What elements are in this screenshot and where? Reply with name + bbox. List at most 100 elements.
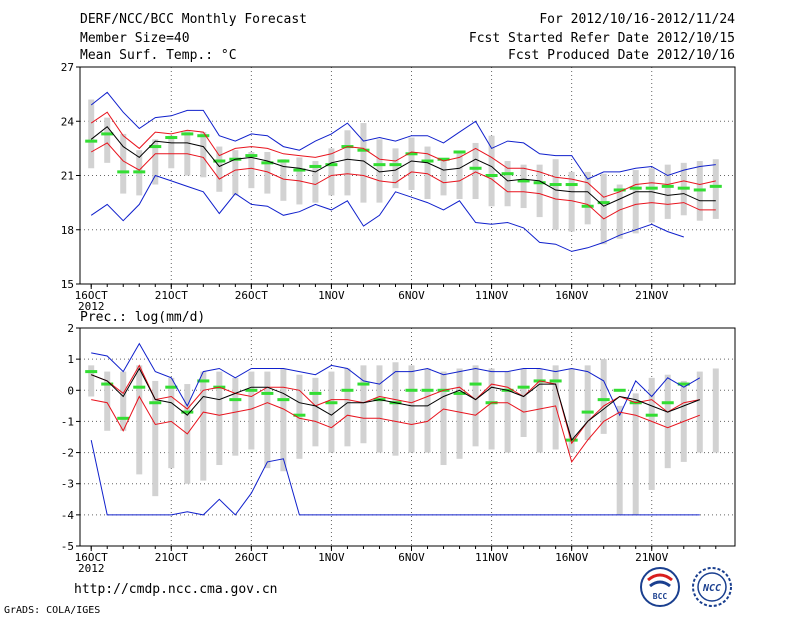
temp-spread-box (664, 164, 671, 219)
prec-climatology-mark (405, 388, 418, 392)
temp-spread-box (216, 146, 223, 192)
temp-xtick-label: 6NOV (398, 289, 425, 302)
temp-climatology-mark (517, 179, 530, 183)
prec-xtick-label: 21NOV (635, 551, 668, 564)
temp-ytick-label: 18 (61, 224, 74, 237)
temp-climatology-mark (373, 163, 386, 167)
bcc-logo: BCC (640, 567, 680, 607)
prec-climatology-mark (421, 388, 434, 392)
prec-ytick-label: -5 (61, 540, 74, 553)
prec-spread-box (88, 365, 95, 397)
temp-spread-box (360, 123, 367, 203)
temp-spread-box (264, 151, 271, 194)
prec-ytick-label: 0 (67, 384, 74, 397)
prec-xtick-label: 1NOV (318, 551, 345, 564)
prec-spread-box (600, 359, 607, 434)
prec-spread-box (312, 377, 319, 447)
prec-climatology-mark (277, 398, 290, 402)
prec-climatology-mark (261, 391, 274, 395)
prec-ensemble-min-line (90, 439, 700, 516)
prec-climatology-mark (309, 391, 322, 395)
prec-spread-box (168, 377, 175, 469)
temp-ytick-label: 27 (61, 61, 74, 74)
source-url[interactable]: http://cmdp.ncc.cma.gov.cn (74, 582, 278, 597)
temp-spread-box (408, 137, 415, 190)
prec-spread-box (344, 368, 351, 447)
temp-spread-box (504, 161, 511, 207)
prec-spread-box (280, 368, 287, 472)
prec-minus-1sd-line (91, 395, 700, 464)
temp-ensemble-min-line (90, 91, 716, 180)
temp-climatology-mark (581, 204, 594, 208)
bcc-logo-text: BCC (653, 592, 668, 601)
prec-spread-box (520, 368, 527, 437)
temp-spread-box (536, 164, 543, 218)
forecast-period: For 2012/10/16-2012/11/24 (539, 12, 735, 27)
prec-frame (79, 327, 736, 547)
prec-spread-box (120, 371, 127, 431)
prec-xtick-label: 21OCT (155, 551, 188, 564)
prec-spread-box (568, 368, 575, 453)
prec-spread-box (328, 371, 335, 453)
prec-ensemble-max-line (91, 342, 701, 417)
temp-spread-box (520, 164, 527, 209)
prec-climatology-mark (581, 410, 594, 414)
ncc-logo: NCC (692, 567, 732, 607)
temp-xtick-label: 16OCT (75, 289, 108, 302)
prec-climatology-mark (85, 370, 98, 374)
prec-ytick-label: -3 (61, 478, 74, 491)
prec-spread-box (392, 362, 399, 456)
temp-climatology-mark (85, 139, 98, 143)
prec-climatology-mark (677, 382, 690, 386)
temp-climatology-mark (629, 186, 642, 190)
temp-spread-box (104, 117, 111, 163)
temp-climatology-mark (405, 152, 418, 156)
prec-ytick-label: -2 (61, 447, 74, 460)
agency-logos: BCC NCC (640, 567, 732, 607)
prec-spread-box (232, 377, 239, 456)
temp-climatology-mark (677, 186, 690, 190)
temp-spread-box (648, 168, 655, 223)
temp-xtick-label: 11NOV (475, 289, 508, 302)
temp-climatology-mark (133, 170, 146, 174)
temp-climatology-mark (613, 188, 626, 192)
temp-ytick-label: 15 (61, 278, 74, 291)
temp-spread-box (568, 171, 575, 232)
prec-xtick-year: 2012 (78, 562, 105, 575)
temp-climatology-mark (245, 154, 258, 158)
temp-spread-box (200, 132, 207, 178)
temp-xtick-label: 21OCT (155, 289, 188, 302)
prec-spread-box (360, 365, 367, 444)
prec-ensemble-mean-line (91, 367, 700, 442)
temp-climatology-mark (693, 188, 706, 192)
prec-xtick-label: 16NOV (555, 551, 588, 564)
temp-spread-box (152, 139, 159, 185)
temp-ytick-label: 21 (61, 170, 74, 183)
prec-spread-box (408, 365, 415, 453)
prec-panel-title: Prec.: log(mm/d) (80, 310, 205, 325)
prec-plus-1sd-line (91, 364, 700, 445)
temp-climatology-mark (661, 184, 674, 188)
temp-ensemble-max-line (90, 174, 684, 252)
temp-climatology-mark (261, 161, 274, 165)
temp-spread-box (312, 161, 319, 203)
temp-climatology-mark (293, 168, 306, 172)
prec-ytick-label: -1 (61, 415, 74, 428)
temp-spread-box (344, 130, 351, 196)
prec-ytick-label: 2 (67, 322, 74, 335)
prec-ytick-label: 1 (67, 353, 74, 366)
temp-climatology-mark (357, 148, 370, 152)
prec-climatology-mark (453, 391, 466, 395)
prec-xtick-label: 16OCT (75, 551, 108, 564)
temp-spread-box (440, 159, 447, 196)
bcc-logo-arc-icon (647, 573, 673, 582)
temp-climatology-mark (389, 163, 402, 167)
prec-climatology-mark (117, 416, 130, 420)
temp-spread-box (168, 135, 175, 169)
temp-spread-box (632, 170, 639, 234)
prec-spread-box (216, 371, 223, 466)
temp-spread-box (712, 159, 719, 219)
temp-spread-box (616, 184, 623, 239)
temp-spread-box (392, 148, 399, 189)
temp-spread-box (600, 173, 607, 245)
